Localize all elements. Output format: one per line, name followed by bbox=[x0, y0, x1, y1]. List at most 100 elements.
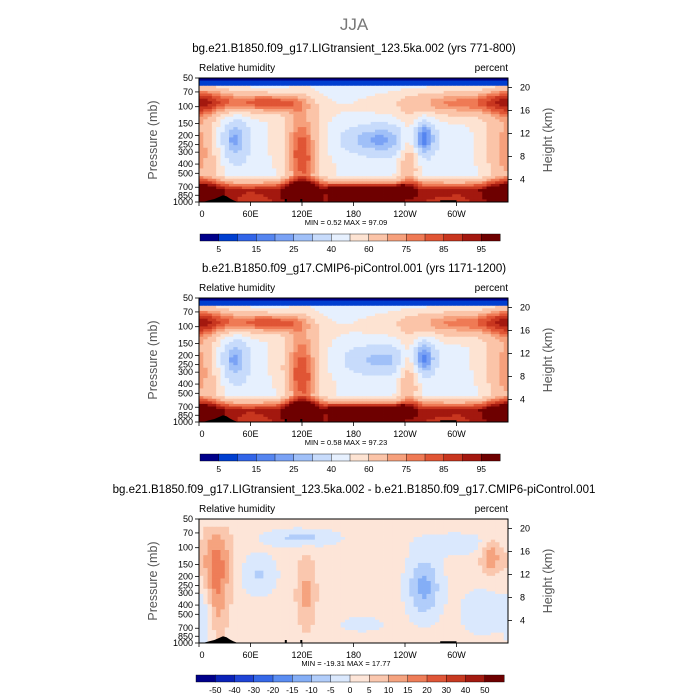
heatmap-cell bbox=[357, 199, 363, 203]
heatmap-cell bbox=[490, 300, 496, 304]
heatmap-cell bbox=[237, 98, 243, 102]
heatmap-cell bbox=[276, 85, 281, 89]
heatmap-cell bbox=[263, 171, 269, 174]
heatmap-cell bbox=[392, 323, 397, 327]
heatmap-cell bbox=[199, 176, 204, 180]
heatmap-cell bbox=[473, 331, 479, 335]
heatmap-cell bbox=[499, 347, 505, 351]
heatmap-cell bbox=[319, 78, 324, 81]
heatmap-cell bbox=[199, 147, 204, 151]
heatmap-cell bbox=[216, 124, 221, 128]
heatmap-cell bbox=[490, 150, 496, 154]
heatmap-cell bbox=[211, 186, 217, 190]
heatmap-cell bbox=[229, 339, 234, 343]
heatmap-cell bbox=[379, 150, 384, 154]
heatmap-cell bbox=[353, 78, 359, 81]
heatmap-cell bbox=[314, 83, 320, 87]
heatmap-cell bbox=[447, 114, 453, 118]
heatmap-cell bbox=[422, 189, 427, 193]
heatmap-cell bbox=[447, 316, 453, 320]
heatmap-cell bbox=[362, 98, 367, 102]
heatmap-cell bbox=[267, 78, 273, 81]
heatmap-cell bbox=[263, 137, 269, 141]
heatmap-cell bbox=[503, 176, 509, 180]
heatmap-cell bbox=[284, 316, 290, 320]
heatmap-cell bbox=[417, 158, 423, 162]
heatmap-cell bbox=[302, 186, 307, 190]
heatmap-cell bbox=[370, 329, 376, 332]
heatmap-cell bbox=[319, 199, 324, 203]
heatmap-cell bbox=[435, 331, 440, 335]
heatmap-cell bbox=[344, 305, 350, 309]
heatmap-cell bbox=[229, 119, 234, 123]
heatmap-cell bbox=[366, 165, 372, 169]
heatmap-cell bbox=[259, 142, 264, 146]
heatmap-cell bbox=[499, 341, 505, 345]
heatmap-cell bbox=[426, 305, 432, 309]
heatmap-cell bbox=[417, 305, 423, 309]
heatmap-cell bbox=[435, 316, 440, 320]
heatmap-cell bbox=[495, 160, 500, 164]
heatmap-cell bbox=[430, 127, 436, 131]
heatmap-cell bbox=[229, 116, 234, 120]
heatmap-cell bbox=[392, 310, 397, 314]
heatmap-cell bbox=[293, 326, 299, 330]
heatmap-cell bbox=[392, 129, 397, 133]
heatmap-cell bbox=[417, 183, 423, 187]
heatmap-cell bbox=[499, 178, 505, 182]
heatmap-cell bbox=[207, 344, 213, 348]
heatmap-cell bbox=[216, 132, 221, 136]
heatmap-cell bbox=[357, 88, 363, 92]
heatmap-cell bbox=[259, 109, 264, 112]
heatmap-cell bbox=[323, 155, 329, 159]
heatmap-cell bbox=[267, 341, 273, 345]
heatmap-cell bbox=[426, 344, 432, 348]
heatmap-cell bbox=[250, 132, 256, 136]
heatmap-cell bbox=[340, 305, 346, 309]
heatmap-cell bbox=[280, 158, 286, 162]
heatmap-cell bbox=[344, 329, 350, 332]
heatmap-cell bbox=[216, 101, 221, 105]
heatmap-cell bbox=[336, 80, 342, 84]
heatmap-cell bbox=[237, 80, 243, 84]
heatmap-cell bbox=[379, 199, 384, 203]
heatmap-cell bbox=[224, 331, 230, 335]
heatmap-cell bbox=[241, 183, 247, 187]
heatmap-cell bbox=[422, 150, 427, 154]
heatmap-cell bbox=[319, 155, 324, 159]
heatmap-cell bbox=[396, 316, 402, 320]
heatmap-cell bbox=[374, 316, 380, 320]
heatmap-cell bbox=[332, 101, 337, 105]
heatmap-cell bbox=[413, 339, 419, 343]
heatmap-cell bbox=[503, 344, 509, 348]
heatmap-cell bbox=[379, 142, 384, 146]
heatmap-cell bbox=[293, 116, 299, 120]
heatmap-cell bbox=[405, 313, 410, 317]
heatmap-cell bbox=[297, 313, 303, 317]
heatmap-cell bbox=[203, 158, 208, 162]
heatmap-cell bbox=[293, 85, 299, 89]
heatmap-cell bbox=[302, 331, 307, 335]
heatmap-cell bbox=[203, 316, 208, 320]
heatmap-cell bbox=[409, 313, 414, 317]
heatmap-cell bbox=[314, 341, 320, 345]
heatmap-cell bbox=[332, 310, 337, 314]
heatmap-cell bbox=[254, 98, 260, 102]
heatmap-cell bbox=[306, 321, 311, 325]
heatmap-cell bbox=[280, 96, 286, 100]
heatmap-cell bbox=[263, 196, 269, 200]
heatmap-cell bbox=[422, 90, 427, 94]
heatmap-cell bbox=[409, 93, 414, 97]
heatmap-cell bbox=[452, 109, 457, 112]
heatmap-cell bbox=[426, 186, 432, 190]
heatmap-cell bbox=[246, 194, 251, 198]
heatmap-cell bbox=[224, 119, 230, 123]
heatmap-cell bbox=[465, 310, 470, 314]
heatmap-cell bbox=[259, 121, 264, 125]
heatmap-cell bbox=[220, 173, 226, 177]
heatmap-cell bbox=[199, 96, 204, 100]
heatmap-cell bbox=[430, 171, 436, 174]
heatmap-cell bbox=[254, 310, 260, 314]
heatmap-cell bbox=[216, 93, 221, 97]
heatmap-cell bbox=[443, 300, 449, 304]
